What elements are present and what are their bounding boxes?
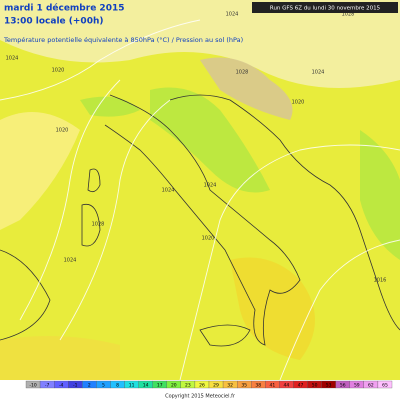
legend-label: 44: [284, 383, 290, 389]
isobars: [0, 19, 400, 381]
legend-label: 20: [171, 383, 177, 389]
legend-label: 14: [143, 383, 149, 389]
isobar-label: 1024: [226, 12, 239, 18]
isobar: [59, 99, 171, 341]
green-field: [360, 130, 400, 260]
legend-label: 5: [102, 383, 105, 389]
isobar-label: 1024: [312, 70, 325, 76]
legend-swatch: [377, 380, 393, 389]
isobar-label: 1028: [236, 70, 249, 76]
isobar-label: 1024: [162, 188, 175, 194]
isobar: [19, 79, 121, 321]
legend-label: 32: [227, 383, 233, 389]
date: mardi 1 décembre 2015: [4, 3, 124, 14]
legend-label: 59: [354, 383, 360, 389]
legend-label: 41: [269, 383, 275, 389]
isobar-label: 1028: [342, 12, 355, 18]
isobar-label: 1024: [204, 183, 217, 189]
cold-field: [0, 0, 400, 88]
legend-label: -7: [45, 383, 50, 389]
warm-field: [230, 257, 315, 360]
island: [199, 324, 251, 347]
legend-label: 23: [185, 383, 191, 389]
coast: [104, 94, 301, 346]
isobar-label: 1020: [202, 236, 215, 242]
legend-label: 35: [241, 383, 247, 389]
legend-label: -1: [73, 383, 78, 389]
high-field: [200, 57, 293, 120]
isobar-label: 1024: [6, 56, 19, 62]
map-fields: [0, 0, 400, 380]
isobar: [279, 239, 400, 381]
warm-field: [0, 336, 120, 380]
legend-label: -10: [29, 383, 36, 389]
legend-label: 53: [326, 383, 332, 389]
legend-label: 2: [88, 383, 91, 389]
time: 13:00 locale (+00h): [4, 17, 103, 27]
island: [87, 168, 101, 193]
isobar-label: 1016: [374, 278, 387, 284]
legend-label: 38: [255, 383, 261, 389]
run-box: [252, 2, 398, 13]
coast: [0, 249, 51, 341]
isobar: [0, 19, 201, 101]
legend-label: -4: [59, 383, 64, 389]
legend-label: 8: [116, 383, 119, 389]
legend-label: 65: [382, 383, 388, 389]
legend-label: 26: [199, 383, 205, 389]
legend-label: 11: [129, 383, 135, 389]
legend-label: 17: [157, 383, 163, 389]
green-field: [150, 87, 270, 193]
run-info: Run GFS 6Z du lundi 30 novembre 2015: [270, 6, 381, 12]
legend-label: 50: [312, 383, 318, 389]
color-legend: -10 -7 -4 -1 2 5 8 11 14 17 20 23 26 29 32 35 38 41 44 47 50…: [25, 380, 393, 389]
isobar-labels: 1024 1028 1024 1020 1028 1024 1020 1024 1024 1020…: [6, 12, 387, 284]
parameter: Température potentielle équivalente à 85…: [3, 36, 243, 44]
coastlines: [0, 94, 400, 347]
isobar-label: 1024: [64, 258, 77, 264]
coast: [169, 94, 400, 331]
legend-label: 56: [340, 383, 346, 389]
field: [0, 112, 80, 230]
isobar-label: 1020: [52, 68, 65, 74]
isobar-label: 1020: [292, 100, 305, 106]
isobar-label: 1020: [56, 128, 69, 134]
legend-label: 62: [368, 383, 374, 389]
copyright: Copyright 2015 Meteociel.fr: [165, 394, 236, 400]
legend-label: 29: [213, 383, 219, 389]
legend-label: 47: [298, 383, 304, 389]
isobar: [179, 144, 400, 381]
island: [81, 203, 101, 247]
isobar-label: 1028: [92, 222, 105, 228]
